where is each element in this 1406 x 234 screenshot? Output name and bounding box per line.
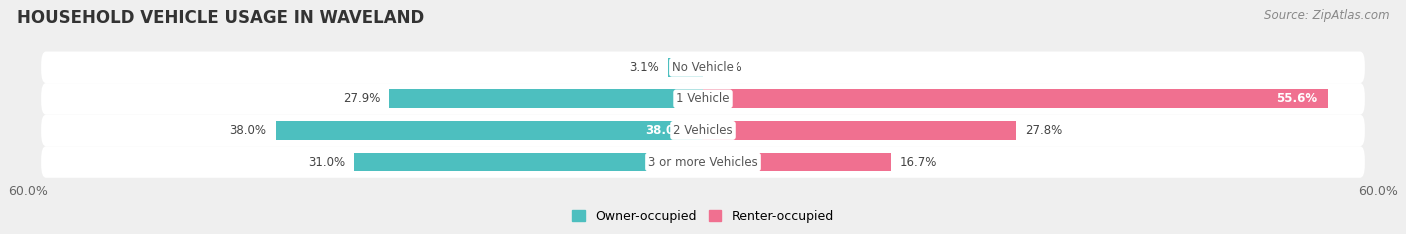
Text: 3 or more Vehicles: 3 or more Vehicles [648, 156, 758, 168]
Text: Source: ZipAtlas.com: Source: ZipAtlas.com [1264, 9, 1389, 22]
Text: 0.0%: 0.0% [711, 61, 741, 74]
Bar [354, 153, 703, 172]
Text: 1 Vehicle: 1 Vehicle [676, 92, 730, 105]
Bar [703, 121, 1015, 140]
Text: 38.0%: 38.0% [645, 124, 686, 137]
Text: 2 Vehicles: 2 Vehicles [673, 124, 733, 137]
Text: 27.9%: 27.9% [343, 92, 380, 105]
FancyBboxPatch shape [41, 51, 1365, 83]
FancyBboxPatch shape [41, 146, 1365, 178]
Text: No Vehicle: No Vehicle [672, 61, 734, 74]
Legend: Owner-occupied, Renter-occupied: Owner-occupied, Renter-occupied [568, 205, 838, 228]
FancyBboxPatch shape [41, 83, 1365, 115]
Text: 27.8%: 27.8% [1025, 124, 1062, 137]
Bar [703, 89, 1329, 108]
Bar [276, 121, 703, 140]
Text: 31.0%: 31.0% [308, 156, 346, 168]
Text: 38.0%: 38.0% [229, 124, 267, 137]
Bar [389, 89, 703, 108]
Text: 3.1%: 3.1% [630, 61, 659, 74]
Bar [703, 153, 891, 172]
Text: 16.7%: 16.7% [900, 156, 938, 168]
Text: 31.0%: 31.0% [645, 156, 686, 168]
FancyBboxPatch shape [41, 115, 1365, 146]
Text: HOUSEHOLD VEHICLE USAGE IN WAVELAND: HOUSEHOLD VEHICLE USAGE IN WAVELAND [17, 9, 425, 27]
Text: 55.6%: 55.6% [1277, 92, 1317, 105]
Bar [668, 58, 703, 77]
